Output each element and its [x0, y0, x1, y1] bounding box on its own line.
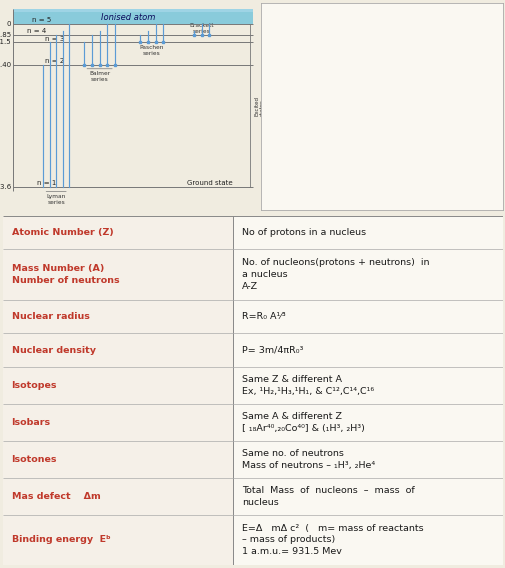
Bar [3, 216, 232, 249]
Text: n = 2: n = 2 [44, 58, 64, 64]
Bar [232, 367, 502, 404]
Text: Lyman
series: Lyman series [46, 194, 66, 205]
Bar [13, 9, 252, 24]
Text: Mass Number (A)
Number of neutrons: Mass Number (A) Number of neutrons [12, 264, 119, 285]
Text: Isotones: Isotones [12, 455, 57, 464]
Text: Ionised atom: Ionised atom [100, 13, 155, 22]
Bar [232, 441, 502, 478]
Text: n = 1: n = 1 [37, 179, 56, 186]
Bar [3, 515, 232, 565]
Text: n = 5: n = 5 [32, 18, 51, 23]
Text: P= 3m/4πR₀³: P= 3m/4πR₀³ [241, 346, 303, 354]
Text: 0: 0 [7, 22, 12, 27]
Text: R=R₀ A¹⁄³: R=R₀ A¹⁄³ [241, 312, 285, 321]
Text: Nuclear density: Nuclear density [12, 346, 95, 354]
Text: Isobars: Isobars [12, 418, 51, 427]
Text: Atomic Number (Z): Atomic Number (Z) [12, 228, 113, 237]
Text: Same Z & different A
Ex, ¹H₂,¹H₃,¹H₁, & C¹²,C¹⁴,C¹⁶: Same Z & different A Ex, ¹H₂,¹H₃,¹H₁, & … [241, 375, 373, 396]
Text: Excited
states: Excited states [254, 96, 265, 116]
Text: -3.40: -3.40 [0, 62, 12, 68]
Bar [232, 249, 502, 300]
Bar [232, 478, 502, 515]
Text: Binding energy  Eᵇ: Binding energy Eᵇ [12, 536, 110, 545]
Text: -0.85: -0.85 [0, 32, 12, 37]
Text: Same A & different Z
[ ₁₈Ar⁴⁰,₂₀Co⁴⁰] & (₁H³, ₂H³): Same A & different Z [ ₁₈Ar⁴⁰,₂₀Co⁴⁰] & … [241, 412, 364, 433]
Text: Isotopes: Isotopes [12, 381, 57, 390]
Bar [3, 367, 232, 404]
Text: n = 4: n = 4 [27, 28, 46, 34]
Bar [3, 478, 232, 515]
Bar [232, 333, 502, 367]
Bar [13, 9, 252, 12]
Text: Paschen
series: Paschen series [139, 45, 164, 56]
Bar [232, 404, 502, 441]
Bar [232, 515, 502, 565]
Bar [3, 333, 232, 367]
Text: No. of nucleons(protons + neutrons)  in
a nucleus
A-Z: No. of nucleons(protons + neutrons) in a… [241, 258, 429, 291]
Text: n = 3: n = 3 [44, 36, 64, 41]
Bar [3, 404, 232, 441]
Text: Total  Mass  of  nucleons  –  mass  of
nucleus: Total Mass of nucleons – mass of nucleus [241, 486, 414, 507]
Text: E=Δ   mΔ c²  (   m= mass of reactants
– mass of products)
1 a.m.u.= 931.5 Mev: E=Δ mΔ c² ( m= mass of reactants – mass … [241, 524, 423, 556]
Text: Same no. of neutrons
Mass of neutrons – ₁H³, ₂He⁴: Same no. of neutrons Mass of neutrons – … [241, 449, 374, 470]
Text: Ground state: Ground state [186, 179, 232, 186]
Text: Balmer
series: Balmer series [89, 71, 110, 82]
Text: -13.6: -13.6 [0, 185, 12, 190]
Text: -1.5: -1.5 [0, 39, 12, 45]
Text: Mas defect    Δm: Mas defect Δm [12, 492, 100, 501]
Bar [3, 441, 232, 478]
Text: Nuclear radius: Nuclear radius [12, 312, 89, 321]
Text: Brackett
series: Brackett series [189, 23, 214, 34]
Bar [232, 300, 502, 333]
Bar [232, 216, 502, 249]
Bar [3, 300, 232, 333]
Bar [3, 249, 232, 300]
Text: No of protons in a nucleus: No of protons in a nucleus [241, 228, 366, 237]
